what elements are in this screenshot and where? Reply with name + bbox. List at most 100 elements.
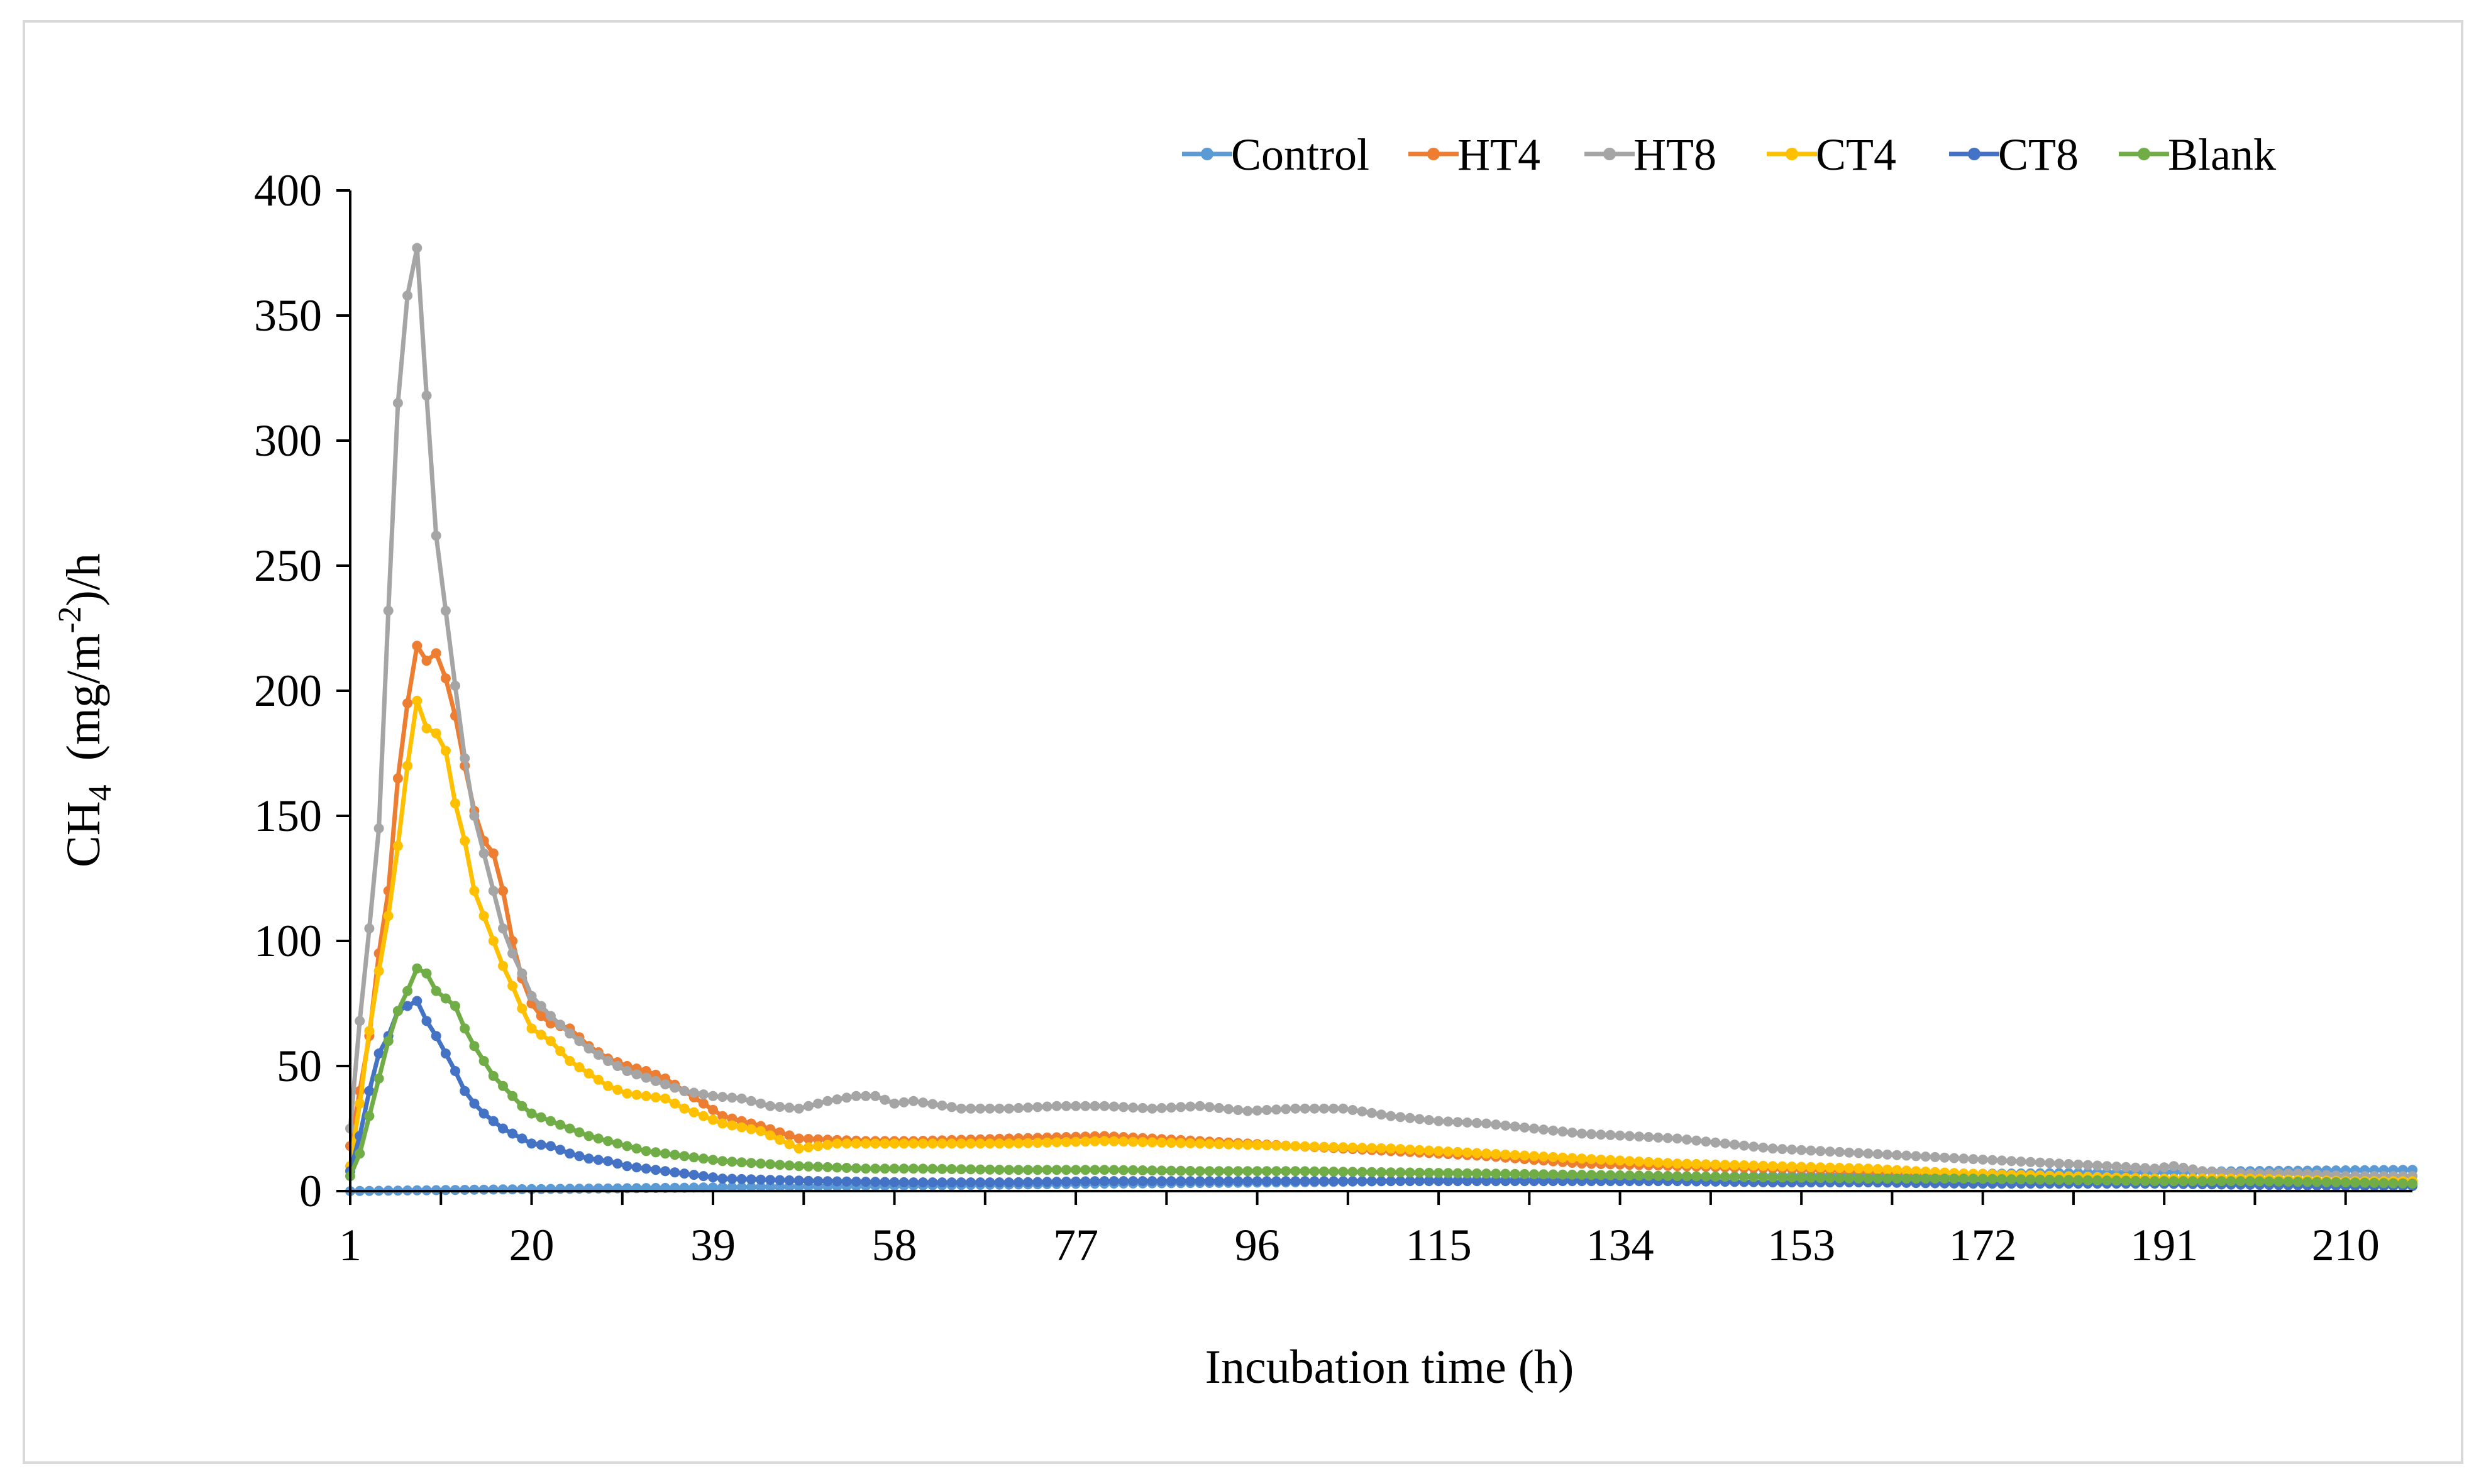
data-point [1357, 1106, 1367, 1117]
x-tick-label: 58 [872, 1220, 917, 1270]
data-point [994, 1138, 1005, 1149]
data-point [2121, 1162, 2131, 1172]
data-point [775, 1135, 785, 1145]
x-tick-label: 1 [339, 1220, 362, 1270]
data-point [765, 1159, 776, 1170]
data-point [1567, 1169, 1577, 1180]
data-point [383, 605, 394, 616]
data-point [1815, 1162, 1826, 1173]
data-point [612, 1061, 623, 1071]
data-point [1386, 1143, 1396, 1154]
data-point [1863, 1148, 1874, 1159]
data-point [1672, 1171, 1682, 1182]
data-point [631, 1089, 642, 1100]
data-point [1376, 1176, 1386, 1187]
data-point [469, 1184, 480, 1195]
data-point [1233, 1176, 1244, 1187]
data-point [851, 1138, 861, 1149]
data-point [1825, 1146, 1835, 1157]
data-point [985, 1138, 995, 1149]
data-point [593, 1155, 604, 1165]
data-point [1300, 1176, 1310, 1187]
data-point [1080, 1176, 1091, 1187]
data-point [937, 1177, 947, 1188]
data-point [565, 1123, 575, 1134]
data-point [1681, 1171, 1692, 1182]
data-point [507, 981, 518, 991]
data-point [2226, 1176, 2236, 1187]
data-point [1557, 1169, 1568, 1180]
data-point [1557, 1126, 1568, 1137]
data-point [526, 1023, 537, 1034]
data-point [688, 1107, 699, 1118]
data-point [1491, 1119, 1501, 1130]
data-point [1271, 1166, 1281, 1177]
series-blank [345, 963, 2417, 1189]
data-point [1968, 1173, 1979, 1184]
data-point [1329, 1142, 1339, 1152]
data-point [612, 1158, 623, 1169]
data-point [1366, 1167, 1377, 1177]
x-tick-label: 77 [1053, 1220, 1098, 1270]
data-point [1539, 1169, 1549, 1180]
data-point [1892, 1173, 1902, 1184]
legend-label: Control [1231, 129, 1369, 180]
data-point [822, 1176, 833, 1187]
data-point [698, 1171, 709, 1182]
data-point [946, 1177, 957, 1188]
data-point [975, 1103, 986, 1114]
data-point [1758, 1160, 1769, 1171]
x-tick-label: 210 [2312, 1220, 2380, 1270]
data-point [650, 1147, 661, 1158]
data-point [1729, 1172, 1740, 1182]
data-point [574, 1062, 585, 1072]
data-point [1309, 1176, 1320, 1187]
data-point [2302, 1177, 2312, 1187]
data-point [1567, 1127, 1577, 1138]
data-point [851, 1163, 861, 1173]
legend-swatch-marker [1786, 148, 1798, 160]
data-point [784, 1139, 795, 1150]
data-point [622, 1066, 633, 1076]
data-point [1156, 1137, 1167, 1148]
data-point [918, 1138, 929, 1149]
data-point [1987, 1155, 1997, 1165]
data-point [1471, 1148, 1482, 1158]
data-point [460, 753, 470, 764]
data-point [2130, 1162, 2141, 1173]
data-point [1548, 1125, 1559, 1136]
data-point [1739, 1160, 1749, 1170]
data-point [392, 398, 403, 409]
data-point [746, 1096, 756, 1106]
data-point [1882, 1173, 1892, 1184]
x-tick-label: 191 [2130, 1220, 2198, 1270]
data-point [717, 1092, 728, 1102]
data-point [1185, 1101, 1196, 1112]
data-point [1224, 1139, 1234, 1150]
data-point [1137, 1176, 1148, 1187]
data-point [622, 1088, 633, 1099]
data-point [975, 1164, 986, 1175]
data-point [1376, 1167, 1386, 1177]
data-point [698, 1111, 709, 1121]
data-point [670, 1082, 680, 1093]
data-point [1176, 1165, 1186, 1176]
data-point [1252, 1166, 1262, 1177]
data-point [736, 1122, 747, 1133]
data-point [1185, 1138, 1196, 1148]
data-point [927, 1099, 938, 1109]
data-point [1911, 1166, 1921, 1177]
data-point [1481, 1168, 1491, 1179]
data-point [1108, 1101, 1119, 1112]
x-tick-label: 115 [1405, 1220, 1471, 1270]
data-point [1003, 1138, 1014, 1149]
legend-swatch-marker [1427, 148, 1440, 160]
data-point [2312, 1177, 2323, 1187]
data-point [1710, 1159, 1721, 1170]
data-point [708, 1172, 718, 1183]
data-point [756, 1174, 766, 1185]
data-point [1710, 1171, 1721, 1182]
data-point [1529, 1169, 1539, 1180]
y-title-main: CH [57, 801, 110, 867]
data-point [1061, 1176, 1071, 1187]
